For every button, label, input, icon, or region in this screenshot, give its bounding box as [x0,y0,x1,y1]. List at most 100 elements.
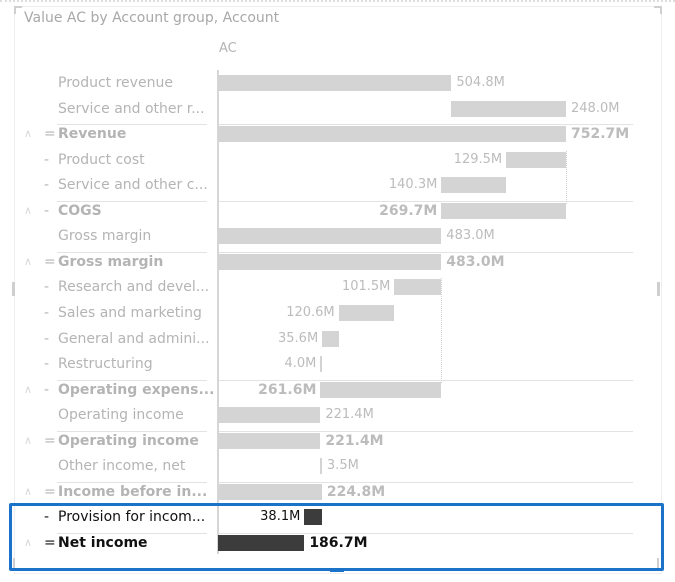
row-operator-sign: = [44,253,56,270]
row-label[interactable]: Operating income [58,432,199,449]
row-separator [219,379,633,381]
selected-rows-highlight[interactable] [9,503,664,571]
canvas-top-dotted-border [0,0,675,5]
bar-value-label: 186.7M [309,534,368,551]
row-separator [57,251,207,253]
corner-resize-handle-bottom-left[interactable] [13,558,15,568]
visual-corner-top-left [14,6,22,14]
row-label[interactable]: General and admini... [58,330,210,347]
waterfall-bar[interactable] [304,509,322,526]
row-label[interactable]: Provision for incom... [58,509,206,526]
row-label[interactable]: Service and other r... [58,100,205,117]
zero-axis-line [217,70,219,554]
connector-dotted-line [566,150,567,204]
row-operator-sign: - [44,330,50,347]
row-operator-sign: = [44,534,56,551]
row-label[interactable]: Restructuring [58,356,153,373]
bar-value-label: 35.6M [278,330,319,346]
collapse-caret-icon[interactable]: ∧ [24,254,33,268]
row-label[interactable]: Other income, net [58,458,186,475]
row-separator [57,532,207,534]
left-resize-handle[interactable] [12,282,15,296]
row-operator-sign: - [44,279,50,296]
row-label[interactable]: Product cost [58,151,145,168]
bar-value-label: 120.6M [286,304,335,320]
bar-value-label: 101.5M [341,279,391,295]
row-label[interactable]: Gross margin [58,228,152,245]
waterfall-bar[interactable] [218,432,321,449]
waterfall-bar[interactable] [322,330,339,347]
row-label[interactable]: Operating expens... [58,381,215,398]
waterfall-bar[interactable] [218,534,305,551]
right-resize-handle[interactable] [657,282,660,296]
collapse-caret-icon[interactable]: ∧ [24,484,33,498]
row-operator-sign: - [44,381,50,398]
row-separator [219,430,633,432]
row-operator-sign: = [44,483,56,500]
visual-title: Value AC by Account group, Account [24,10,280,26]
row-label[interactable]: Research and devel... [58,279,210,296]
bar-value-label: 224.8M [326,483,386,500]
waterfall-bar[interactable] [218,126,566,143]
waterfall-bar[interactable] [320,381,442,398]
bar-value-label: 221.4M [325,432,384,449]
waterfall-bar[interactable] [218,253,442,270]
waterfall-bar[interactable] [451,100,566,117]
collapse-caret-icon[interactable]: ∧ [24,535,33,549]
waterfall-bar[interactable] [218,228,442,245]
row-separator [57,481,207,483]
waterfall-bar[interactable] [394,279,442,296]
row-operator-sign: - [44,509,50,526]
row-operator-sign: = [44,126,56,143]
row-separator [219,532,633,534]
column-header-ac: AC [219,41,237,56]
waterfall-bar[interactable] [218,407,321,424]
bar-value-label: 483.0M [446,253,505,270]
row-label[interactable]: Gross margin [58,253,164,270]
row-operator-sign: - [44,304,50,321]
bar-value-label: 269.7M [379,202,438,219]
bottom-resize-handle[interactable] [330,569,344,572]
bar-value-label: 221.4M [325,407,374,423]
bar-value-label: 248.0M [571,100,620,116]
waterfall-bar[interactable] [320,458,323,475]
bar-value-label: 140.3M [388,177,438,193]
row-separator [219,251,633,253]
row-operator-sign: - [44,177,50,194]
bar-value-label: 752.7M [571,126,630,143]
row-label[interactable]: Service and other c... [58,177,208,194]
row-label[interactable]: Income before in... [58,483,208,500]
row-separator [57,430,207,432]
bar-value-label: 261.6M [258,381,317,398]
row-separator [219,481,633,483]
waterfall-bar[interactable] [218,483,322,500]
row-label[interactable]: Operating income [58,407,184,424]
collapse-caret-icon[interactable]: ∧ [24,127,33,141]
waterfall-bar[interactable] [320,356,323,373]
waterfall-bar[interactable] [441,202,566,219]
row-separator [57,379,207,381]
waterfall-bar[interactable] [218,75,452,91]
row-label[interactable]: Net income [58,534,148,551]
waterfall-bar[interactable] [506,151,566,168]
row-label[interactable]: COGS [58,202,102,219]
bar-value-label: 129.5M [453,151,503,167]
row-separator [219,124,633,126]
row-operator-sign: - [44,151,50,168]
bar-value-label: 483.0M [446,228,495,244]
row-label[interactable]: Sales and marketing [58,304,202,321]
bar-value-label: 3.5M [326,458,359,474]
row-label[interactable]: Product revenue [58,75,173,91]
collapse-caret-icon[interactable]: ∧ [24,433,33,447]
row-separator [57,124,207,126]
row-separator [219,200,633,202]
row-operator-sign: - [44,356,50,373]
waterfall-bar[interactable] [441,177,507,194]
waterfall-bar[interactable] [338,304,395,321]
bar-value-label: 4.0M [284,356,317,372]
corner-resize-handle-bottom-right[interactable] [657,558,659,568]
row-label[interactable]: Revenue [58,126,127,143]
collapse-caret-icon[interactable]: ∧ [24,382,33,396]
row-operator-sign: - [44,202,50,219]
collapse-caret-icon[interactable]: ∧ [24,203,33,217]
